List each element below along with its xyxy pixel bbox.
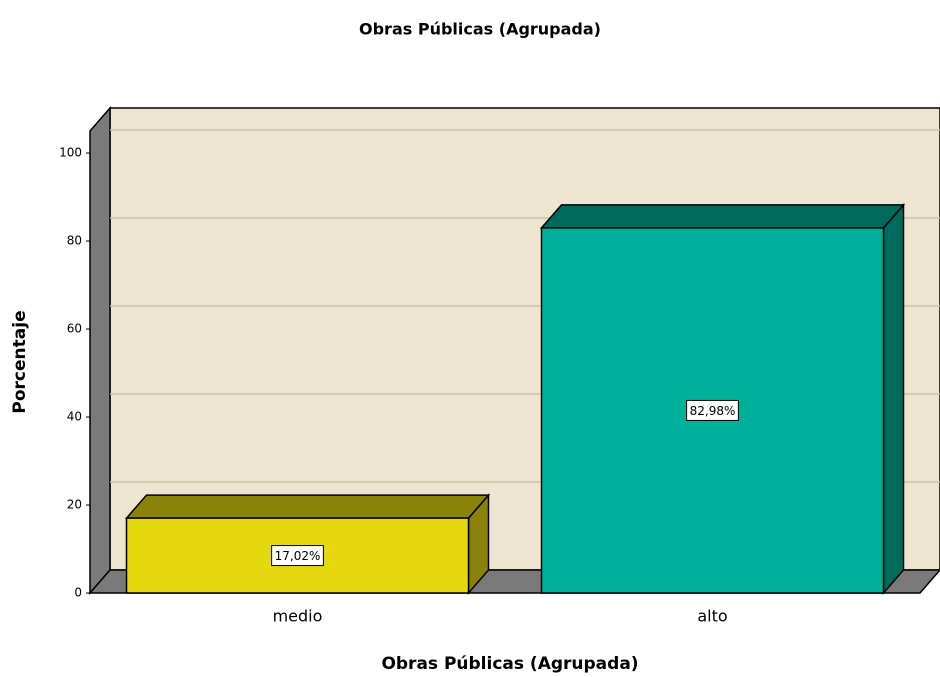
value-label: 82,98% bbox=[690, 404, 736, 418]
value-label: 17,02% bbox=[275, 549, 321, 563]
y-tick-label: 100 bbox=[59, 146, 82, 160]
x-tick-label: medio bbox=[273, 607, 323, 626]
bar-top bbox=[539, 204, 906, 229]
x-axis-title: Obras Públicas (Agrupada) bbox=[381, 654, 638, 674]
x-tick-label: alto bbox=[697, 607, 727, 626]
value-label-box bbox=[686, 399, 739, 421]
y-axis-title: Porcentaje bbox=[10, 310, 30, 413]
value-label-box bbox=[271, 545, 324, 567]
bar-top bbox=[124, 494, 491, 519]
y-tick-label: 20 bbox=[67, 498, 82, 512]
y-tick-label: 0 bbox=[74, 586, 82, 600]
chart-title: Obras Públicas (Agrupada) bbox=[359, 20, 601, 39]
bar-side bbox=[882, 202, 905, 596]
y-tick-label: 60 bbox=[67, 322, 82, 336]
y-tick-label: 80 bbox=[67, 234, 82, 248]
left-wall bbox=[89, 105, 111, 596]
y-tick-label: 40 bbox=[67, 410, 82, 424]
